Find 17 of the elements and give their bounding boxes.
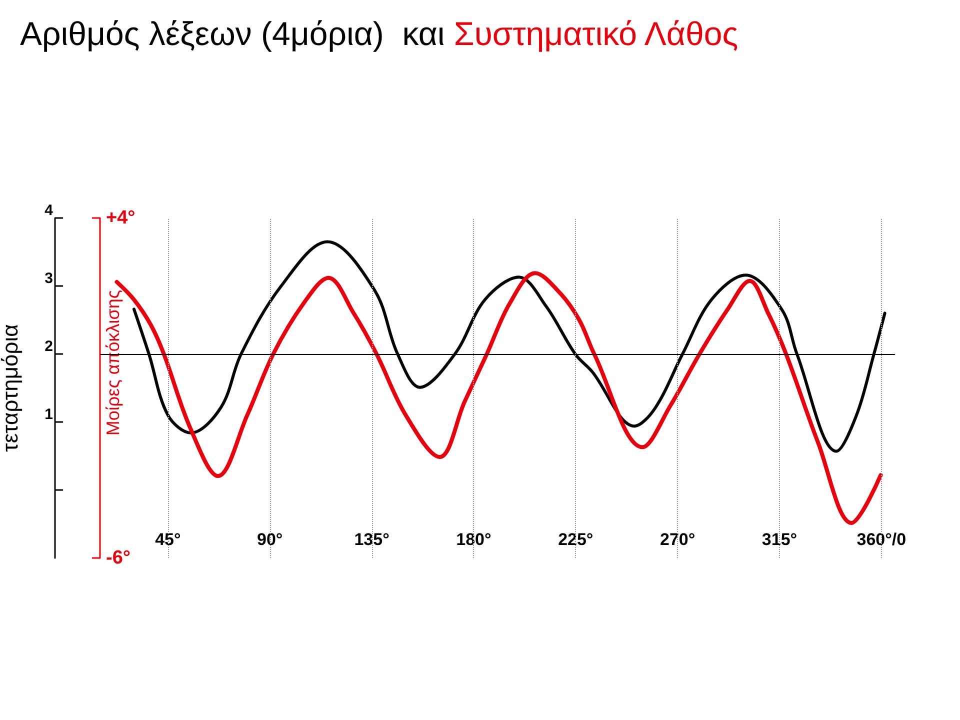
x-tick-label: 180° [456,530,492,549]
y2-tick-label: +4° [106,208,136,228]
x-tick-label: 360°/0 [856,530,906,549]
y2-tick-label: -6° [106,548,130,568]
x-tick-label: 315° [762,530,798,549]
y2-axis-title: Μοίρες απόκλισης [103,290,123,436]
x-tick-label: 45° [155,530,181,549]
y-tick-label: 4 [44,202,54,219]
y-axis-title: τεταρτημόρια [0,324,22,452]
y-tick-label: 3 [44,270,53,287]
y-tick-label: 1 [44,406,53,423]
y-tick-label: 2 [44,338,53,355]
x-tick-label: 225° [558,530,594,549]
chart-title: Αριθμός λέξεων (4μόρια) και Συστηματικό Λάθος [20,15,738,52]
x-tick-label: 270° [660,530,696,549]
x-tick-label: 90° [257,530,283,549]
x-tick-label: 135° [354,530,390,549]
